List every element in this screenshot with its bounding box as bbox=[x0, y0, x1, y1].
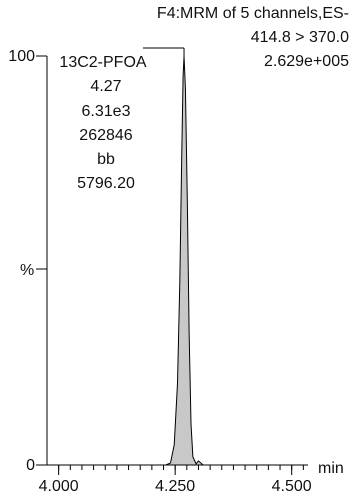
peak-label-name: 13C2-PFOA bbox=[59, 54, 146, 71]
y-tick-label-0: 0 bbox=[26, 457, 35, 474]
x-axis-unit-label: min bbox=[318, 460, 344, 477]
x-tick-label-0: 4.000 bbox=[39, 478, 79, 494]
series-group bbox=[47, 55, 308, 466]
header-line-1: F4:MRM of 5 channels,ES- bbox=[157, 5, 349, 22]
peak-label-rt: 4.27 bbox=[90, 78, 121, 95]
peak-label-sn: 5796.20 bbox=[77, 175, 135, 192]
x-tick-label-1: 4.250 bbox=[155, 478, 195, 494]
header-line-2: 414.8 > 370.0 bbox=[251, 29, 349, 46]
y-axis-label: % bbox=[20, 262, 34, 279]
y-tick-label-1: 100 bbox=[8, 48, 35, 65]
header-line-3: 2.629e+005 bbox=[264, 53, 349, 70]
axes-group: 0 100 4.000 4.250 4.500 bbox=[8, 47, 312, 494]
peak-label-area: 6.31e3 bbox=[82, 103, 131, 120]
series-line-0 bbox=[47, 55, 308, 466]
x-tick-label-2: 4.500 bbox=[272, 478, 312, 494]
peak-label-height: 262846 bbox=[79, 127, 132, 144]
peak-label-flag: bb bbox=[97, 151, 115, 168]
